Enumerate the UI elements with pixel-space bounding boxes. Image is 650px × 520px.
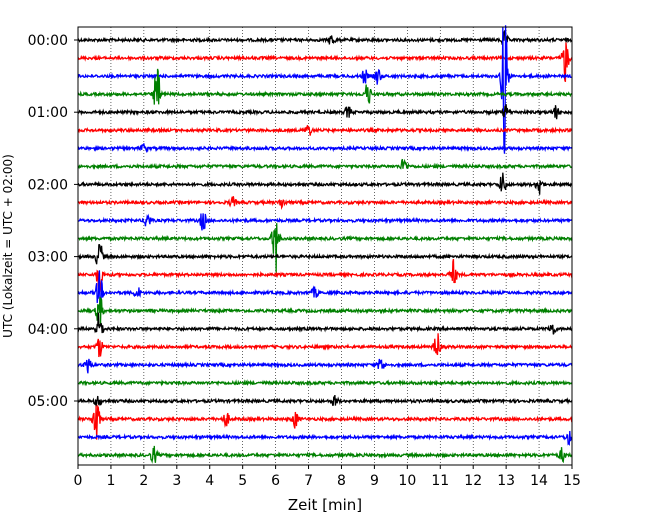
trace-line (77, 395, 573, 407)
trace-line (77, 172, 573, 195)
x-tick-label: 2 (139, 473, 148, 489)
trace-line (77, 379, 573, 387)
x-axis-label: Zeit [min] (288, 496, 362, 514)
trace-line (77, 258, 573, 294)
y-tick-label: 02:00 (28, 177, 68, 193)
y-tick-label: 04:00 (28, 322, 68, 338)
y-axis-label: UTC (Lokalzeit = UTC + 02:00) (1, 154, 15, 338)
trace-line (77, 296, 573, 326)
trace-line (77, 243, 573, 265)
trace-line (77, 445, 573, 464)
y-tick-label: 01:00 (28, 105, 68, 121)
x-tick-label: 8 (337, 473, 346, 489)
trace-line (77, 404, 573, 440)
trace-line (77, 213, 573, 231)
y-tick-label: 00:00 (28, 33, 68, 49)
x-tick-label: 13 (497, 473, 515, 489)
x-tick-label: 6 (271, 473, 280, 489)
trace-line (77, 158, 573, 171)
y-tick-label: 03:00 (28, 250, 68, 266)
x-tick-label: 10 (398, 473, 416, 489)
y-axis-ticks: 00:00 01:00 02:00 03:00 04:00 05:00 (28, 33, 78, 410)
x-tick-label: 11 (431, 473, 449, 489)
trace-line (77, 358, 573, 374)
trace-line (77, 68, 573, 105)
trace-line (77, 312, 573, 335)
x-tick-label: 14 (530, 473, 548, 489)
x-tick-label: 1 (106, 473, 115, 489)
trace-line (77, 223, 573, 273)
plot-frame (77, 26, 573, 466)
x-tick-label: 12 (464, 473, 482, 489)
trace-line (77, 270, 573, 311)
x-tick-label: 3 (172, 473, 181, 489)
trace-line (77, 196, 573, 210)
x-tick-label: 15 (563, 473, 581, 489)
trace-line (77, 125, 573, 136)
trace-line (77, 430, 573, 447)
x-tick-label: 7 (304, 473, 313, 489)
seismic-traces (77, 25, 573, 464)
trace-line (77, 104, 573, 120)
y-tick-label: 05:00 (28, 394, 68, 410)
x-tick-label: 4 (205, 473, 214, 489)
trace-line (77, 25, 573, 154)
trace-line (77, 30, 573, 45)
trace-line (77, 333, 573, 358)
x-axis-ticks: 0 1 2 3 4 5 6 7 8 9 10 11 12 13 14 15 (74, 465, 581, 489)
x-tick-label: 9 (370, 473, 379, 489)
trace-line (77, 143, 573, 154)
trace-line (77, 42, 573, 83)
x-tick-label: 0 (74, 473, 83, 489)
x-tick-label: 5 (238, 473, 247, 489)
